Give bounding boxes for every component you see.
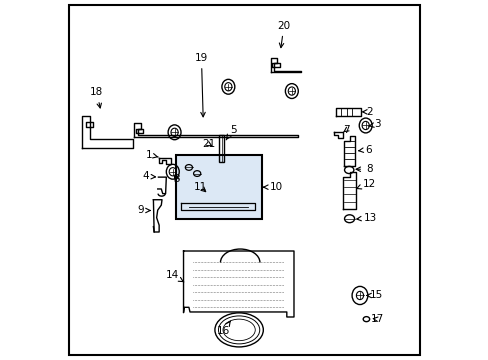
Text: 2: 2 <box>362 107 372 117</box>
Text: 20: 20 <box>277 21 290 48</box>
Text: 16: 16 <box>216 321 230 336</box>
Text: 7: 7 <box>343 125 349 135</box>
Text: 3: 3 <box>173 174 179 184</box>
Text: 21: 21 <box>202 139 215 149</box>
Text: 18: 18 <box>90 87 103 108</box>
Bar <box>219 135 224 162</box>
Text: 1: 1 <box>146 150 158 160</box>
Text: 11: 11 <box>194 182 207 192</box>
Text: 12: 12 <box>356 179 375 189</box>
Text: 13: 13 <box>356 213 377 222</box>
Text: 6: 6 <box>358 144 371 154</box>
Text: 19: 19 <box>194 53 208 117</box>
Text: 4: 4 <box>142 171 155 181</box>
Text: 17: 17 <box>370 314 383 324</box>
Text: 14: 14 <box>165 270 183 282</box>
Text: 5: 5 <box>225 125 236 140</box>
Text: 15: 15 <box>366 291 382 301</box>
Text: 8: 8 <box>355 164 372 174</box>
Bar <box>175 155 262 219</box>
Text: 3: 3 <box>367 120 380 129</box>
Text: 9: 9 <box>137 206 150 216</box>
Text: 10: 10 <box>263 182 283 192</box>
